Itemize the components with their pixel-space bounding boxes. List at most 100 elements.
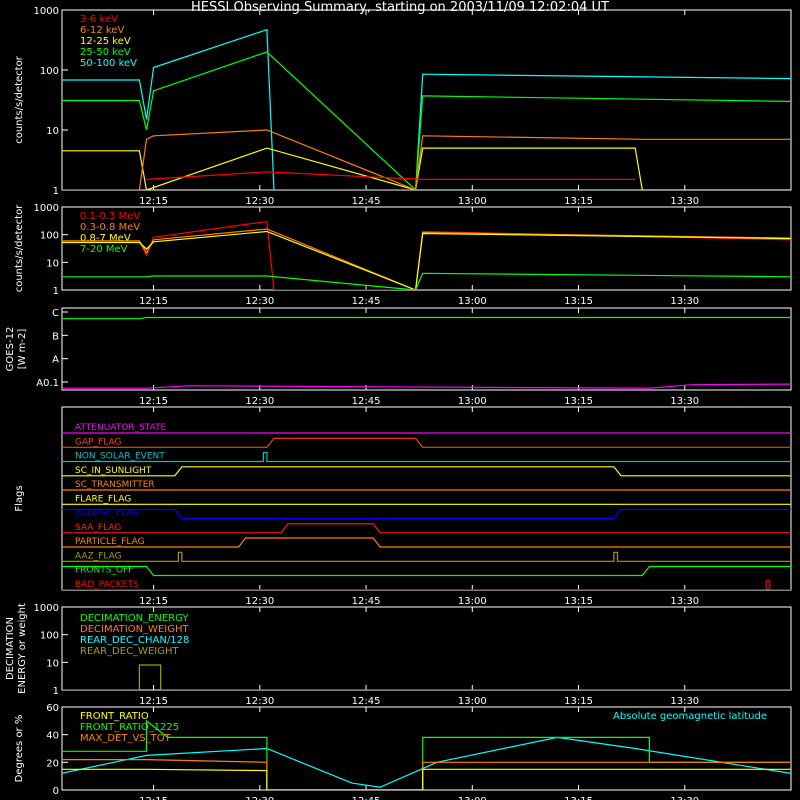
x-tick-label: 12:30 [245,796,274,800]
legend-entry: FRONT_RATIO_1225 [80,722,179,733]
x-tick-label: 12:45 [352,596,381,607]
flag-line-eclipse-flag [62,508,791,520]
x-tick-label: 12:15 [139,196,168,207]
x-tick-label: 13:00 [458,596,487,607]
series-line-0-3-0-8-mev [62,228,791,290]
x-tick-label: 13:15 [564,696,593,707]
y-tick-label: 100 [40,66,59,77]
flag-line-particle-flag [62,537,791,548]
flag-line-gap-flag [62,437,791,448]
y-tick-label: 100 [40,231,59,242]
x-tick-label: 12:15 [139,596,168,607]
y-tick-label: C [52,308,59,319]
flag-line-fronts-off [62,565,791,577]
y-axis-label: DECIMATION [5,617,16,680]
x-tick-label: 13:30 [670,796,699,800]
y-tick-label: 20 [46,758,59,769]
legend-entry: REAR_DEC_WEIGHT [80,646,179,657]
x-tick-label: 12:15 [139,796,168,800]
legend-entry: 7-20 MeV [80,244,128,255]
flag-label: PARTICLE_FLAG [75,537,145,547]
x-tick-label: 12:30 [245,296,274,307]
y-tick-label: 1000 [34,6,59,17]
series-line-7-20-mev [62,272,791,290]
flag-label: ECLIPSE_FLAG [75,509,139,519]
series-line-rear-dec-weight [62,664,791,690]
y-tick-label: 1000 [34,603,59,614]
x-tick-label: 13:15 [564,396,593,407]
series-line-12-25-kev [62,147,791,190]
flag-label: NON_SOLAR_EVENT [75,452,165,462]
x-tick-label: 12:30 [245,396,274,407]
x-tick-label: 13:00 [458,696,487,707]
flag-label: BAD_PACKETS [75,580,139,590]
legend-entry: 0.8-7 MeV [80,233,131,244]
legend-entry: 3-6 keV [80,14,118,25]
series-line-50-100-kev [62,28,791,190]
series-line-6-12-kev [62,129,791,190]
y-axis-label: counts/s/detector [14,55,25,143]
x-tick-label: 12:30 [245,196,274,207]
series-line-max-det-vs-tot [62,758,791,790]
flag-line-saa-flag [62,523,791,534]
x-tick-label: 12:30 [245,696,274,707]
series-line-front-ratio-1225 [62,719,791,790]
x-tick-label: 12:45 [352,396,381,407]
flag-label: FRONTS_OFF [75,566,133,576]
flag-label: ATTENUATOR_STATE [75,423,167,433]
y-tick-label: 1000 [34,203,59,214]
x-tick-label: 13:30 [670,296,699,307]
x-tick-label: 12:45 [352,196,381,207]
series-line-0-8-7-mev [62,230,791,290]
flag-label: AAZ_FLAG [75,551,122,561]
legend-entry: 50-100 keV [80,58,137,69]
x-tick-label: 13:00 [458,296,487,307]
panel-6-frame [61,706,792,791]
y-tick-label: 60 [46,703,59,714]
x-tick-label: 13:30 [670,196,699,207]
x-tick-label: 13:15 [564,596,593,607]
x-tick-label: 12:15 [139,696,168,707]
flag-label: FLARE_FLAG [75,494,131,504]
x-tick-label: 13:15 [564,296,593,307]
flag-line-bad-packets [62,580,791,590]
flag-label: SAA_FLAG [75,523,121,533]
flag-label: GAP_FLAG [75,437,121,447]
flag-label: SC_TRANSMITTER [75,480,155,490]
y-axis-label: ENERGY or weight [17,603,28,694]
legend-entry: DECIMATION_WEIGHT [80,624,189,635]
series-line-front-ratio [62,768,791,790]
y-axis-label: Flags [14,485,25,511]
y-tick-label: 10 [46,258,59,269]
x-tick-label: 12:45 [352,796,381,800]
x-tick-label: 13:30 [670,596,699,607]
x-tick-label: 12:15 [139,296,168,307]
y-tick-label: A0.1 [36,378,59,389]
flag-line-sc-in-sunlight [62,466,791,477]
legend-entry: 25-50 keV [80,47,131,58]
y-tick-label: 10 [46,658,59,669]
x-tick-label: 13:30 [670,396,699,407]
x-tick-label: 12:15 [139,396,168,407]
y-tick-label: 100 [40,631,59,642]
series-line-goes-long [62,316,791,320]
x-tick-label: 12:45 [352,296,381,307]
panel-4-frame [61,406,792,591]
series-line-3-6-kev [146,171,636,180]
y-tick-label: B [52,331,59,342]
series-line-25-50-kev [62,51,791,190]
y-axis-label: Degrees or % [14,715,25,783]
panel-2-frame [61,206,792,291]
flag-line-non-solar-event [62,451,791,463]
figure-title: HESSI Observing Summary, starting on 200… [191,0,609,15]
legend-entry: DECIMATION_ENERGY [80,613,189,624]
y-tick-label: 1 [53,186,59,197]
y-axis-label: GOES-12 [5,327,16,372]
flag-line-aaz-flag [62,551,791,562]
y-tick-label: 1 [53,686,59,697]
x-tick-label: 13:15 [564,196,593,207]
y-tick-label: 10 [46,126,59,137]
flag-label: SC_IN_SUNLIGHT [75,466,152,476]
